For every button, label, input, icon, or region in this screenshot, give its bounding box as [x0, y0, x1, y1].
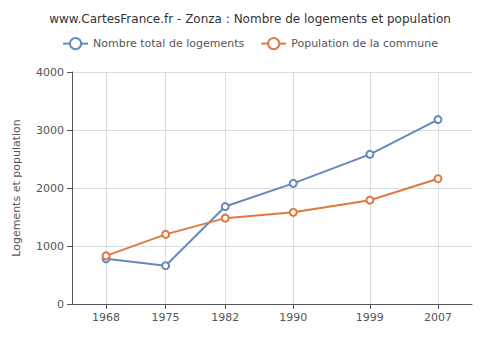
svg-text:1999: 1999: [356, 311, 384, 324]
svg-text:4000: 4000: [36, 66, 64, 79]
svg-text:Nombre total de logements: Nombre total de logements: [93, 37, 244, 50]
svg-text:3000: 3000: [36, 124, 64, 137]
svg-text:1000: 1000: [36, 240, 64, 253]
svg-text:1968: 1968: [92, 311, 120, 324]
svg-text:1982: 1982: [211, 311, 239, 324]
svg-text:1975: 1975: [152, 311, 180, 324]
svg-text:Logements et population: Logements et population: [10, 119, 23, 257]
svg-text:1990: 1990: [279, 311, 307, 324]
svg-text:Population de la commune: Population de la commune: [291, 37, 438, 50]
svg-text:0: 0: [57, 298, 64, 311]
svg-text:2007: 2007: [424, 311, 452, 324]
svg-text:2000: 2000: [36, 182, 64, 195]
svg-text:www.CartesFrance.fr - Zonza :: www.CartesFrance.fr - Zonza : Nombre de …: [49, 12, 451, 26]
